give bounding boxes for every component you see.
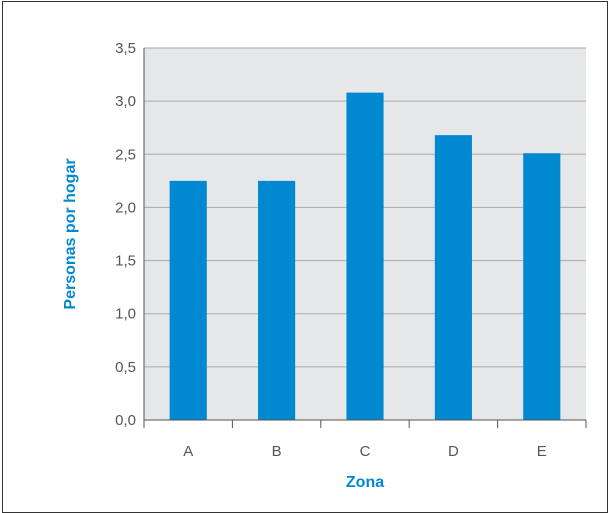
x-tick-label: C	[360, 443, 371, 460]
bars	[169, 92, 561, 421]
axes	[143, 48, 587, 428]
x-axis-title: Zona	[346, 474, 384, 491]
bar	[258, 180, 296, 420]
y-tick-label: 3,0	[115, 93, 136, 110]
bar	[169, 180, 207, 420]
y-tick-label: 0,5	[115, 359, 136, 376]
x-tick-labels: A B C D E	[183, 443, 547, 460]
y-tick-labels: 0,0 0,5 1,0 1,5 2,0 2,5 3,0 3,5	[115, 40, 136, 429]
y-tick-label: 2,0	[115, 199, 136, 216]
y-axis-title: Personas por hogar	[62, 158, 79, 309]
bar	[346, 92, 384, 420]
x-tick-label: D	[448, 443, 459, 460]
y-tick-label: 1,5	[115, 253, 136, 270]
y-tick-label: 0,0	[115, 412, 136, 429]
bar	[523, 153, 561, 421]
x-tick-label: B	[272, 443, 282, 460]
x-tick-label: E	[537, 443, 547, 460]
y-tick-label: 2,5	[115, 146, 136, 163]
x-tick-label: A	[183, 443, 193, 460]
y-tick-label: 1,0	[115, 306, 136, 323]
bar	[434, 135, 472, 420]
y-tick-label: 3,5	[115, 40, 136, 57]
